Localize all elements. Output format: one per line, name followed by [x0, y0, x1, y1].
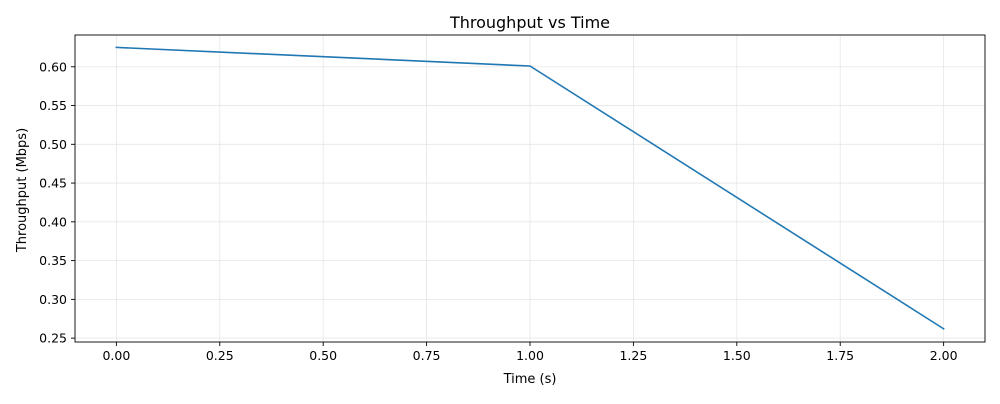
x-tick-label: 0.50 — [309, 348, 337, 363]
x-axis: 0.00 0.25 0.50 0.75 1.00 1.25 1.50 1.75 2.00 — [102, 342, 958, 363]
y-tick-label: 0.35 — [39, 253, 67, 268]
grid — [75, 35, 985, 342]
y-tick-label: 0.25 — [39, 331, 67, 346]
x-axis-label: Time (s) — [503, 372, 557, 387]
x-tick-label: 0.75 — [413, 348, 441, 363]
x-tick-label: 0.25 — [206, 348, 234, 363]
x-tick-label: 1.25 — [619, 348, 647, 363]
x-tick-label: 1.00 — [516, 348, 544, 363]
y-axis-label: Throughput (Mbps) — [15, 128, 30, 253]
y-tick-label: 0.55 — [39, 98, 67, 113]
x-tick-label: 1.75 — [826, 348, 854, 363]
y-tick-label: 0.60 — [39, 59, 67, 74]
chart-title: Throughput vs Time — [449, 13, 610, 32]
x-tick-label: 0.00 — [102, 348, 130, 363]
series-layer — [115, 46, 945, 330]
y-tick-label: 0.40 — [39, 214, 67, 229]
y-tick-label: 0.45 — [39, 176, 67, 191]
y-tick-label: 0.50 — [39, 137, 67, 152]
y-axis: 0.25 0.30 0.35 0.40 0.45 0.50 0.55 0.60 — [39, 59, 75, 346]
x-tick-label: 1.50 — [723, 348, 751, 363]
y-tick-label: 0.30 — [39, 292, 67, 307]
series-line — [115, 46, 945, 330]
x-tick-label: 2.00 — [930, 348, 958, 363]
